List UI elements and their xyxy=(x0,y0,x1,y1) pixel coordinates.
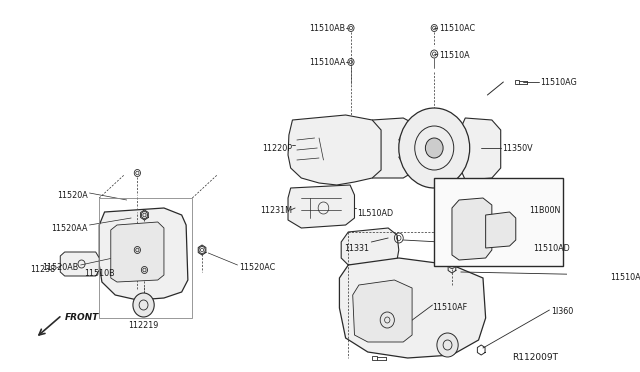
Polygon shape xyxy=(486,212,516,248)
Text: 11238: 11238 xyxy=(30,266,55,275)
Text: 11510AB: 11510AB xyxy=(310,23,346,32)
Text: 11350V: 11350V xyxy=(502,144,533,153)
Polygon shape xyxy=(288,185,355,228)
Bar xyxy=(435,178,563,266)
Text: 11510B: 11510B xyxy=(84,269,115,279)
Text: 11B00N: 11B00N xyxy=(529,205,561,215)
Text: 11520AA: 11520AA xyxy=(51,224,88,232)
Text: 11231M: 11231M xyxy=(260,205,292,215)
Text: 11510AA: 11510AA xyxy=(309,58,346,67)
Text: 112219: 112219 xyxy=(129,321,159,330)
Polygon shape xyxy=(111,222,164,282)
Polygon shape xyxy=(452,198,492,260)
Bar xyxy=(99,198,192,318)
Bar xyxy=(515,80,519,84)
Text: 11510AG: 11510AG xyxy=(541,77,577,87)
Circle shape xyxy=(426,138,443,158)
Polygon shape xyxy=(60,252,99,276)
Text: 11510AD: 11510AD xyxy=(534,244,570,253)
Text: 1I360: 1I360 xyxy=(551,308,573,317)
Circle shape xyxy=(133,293,154,317)
Text: 11520AC: 11520AC xyxy=(239,263,276,273)
Text: FRONT: FRONT xyxy=(65,314,99,323)
Polygon shape xyxy=(353,280,412,342)
Circle shape xyxy=(399,108,470,188)
Polygon shape xyxy=(339,258,486,358)
Bar xyxy=(372,356,376,360)
Polygon shape xyxy=(288,115,381,185)
Text: 11510A: 11510A xyxy=(438,51,469,60)
Polygon shape xyxy=(372,118,474,178)
Text: 11510AC: 11510AC xyxy=(438,23,475,32)
Polygon shape xyxy=(461,118,500,180)
Text: 11520A: 11520A xyxy=(57,190,88,199)
Text: 11331: 11331 xyxy=(344,244,369,253)
Text: 11510AF: 11510AF xyxy=(433,304,468,312)
Text: 11220P: 11220P xyxy=(262,144,292,153)
Text: 11510AE: 11510AE xyxy=(610,273,640,282)
Circle shape xyxy=(437,333,458,357)
Text: 11520AB: 11520AB xyxy=(43,263,79,273)
Polygon shape xyxy=(99,208,188,300)
Text: 1L510AD: 1L510AD xyxy=(357,208,393,218)
Text: R112009T: R112009T xyxy=(512,353,558,362)
Polygon shape xyxy=(341,228,399,265)
